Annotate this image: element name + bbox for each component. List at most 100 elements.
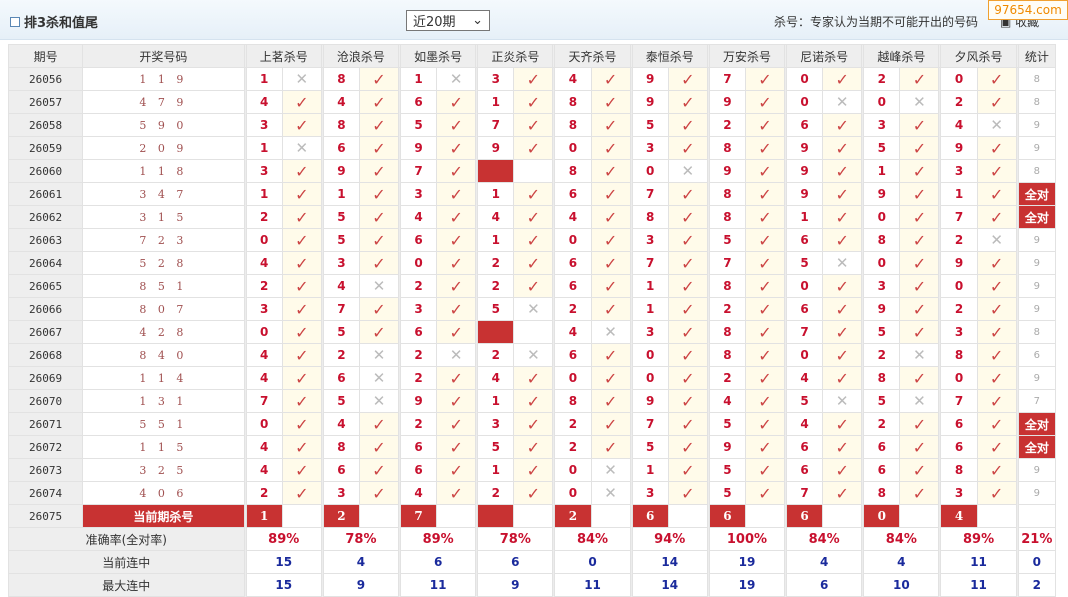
check-icon: ✓	[513, 435, 554, 459]
kill-number: 1	[245, 136, 283, 160]
kill-number: 8	[708, 320, 746, 344]
kill-number-empty	[477, 159, 515, 183]
stat-cell: 9	[1017, 481, 1057, 505]
kill-number: 4	[400, 205, 438, 229]
period-cell: 26070	[7, 389, 84, 413]
kill-number: 6	[554, 274, 592, 298]
check-icon: ✓	[358, 136, 400, 160]
check-icon: ✓	[590, 136, 631, 160]
period-cell: 26058	[7, 113, 84, 137]
check-icon: ✓	[590, 205, 631, 229]
kill-number: 4	[786, 366, 824, 390]
kill-number: 7	[400, 159, 438, 183]
kill-number: 1	[477, 90, 515, 114]
check-icon: ✓	[744, 159, 786, 183]
check-icon: ✓	[513, 412, 554, 436]
kill-number: 8	[708, 182, 746, 206]
check-icon: ✓	[281, 228, 322, 252]
kill-number: 9	[708, 90, 746, 114]
check-icon: ✓	[822, 136, 863, 160]
kill-number: 2	[400, 412, 438, 436]
stat-cell: 9	[1017, 113, 1057, 137]
table-row: 26063 7 2 3 0 ✓ 5 ✓ 6 ✓ 1 ✓ 0 ✓ 3 ✓ 5 ✓ 6 ✓ 8 ✓ 2 ✕ 9	[7, 228, 1057, 252]
check-icon: ✓	[744, 320, 786, 344]
check-icon: ✓	[667, 205, 708, 229]
kill-number: 7	[631, 251, 669, 275]
check-icon: ✓	[667, 90, 708, 114]
check-icon: ✓	[590, 343, 631, 367]
period-select[interactable]: 近20期 ⌄	[406, 10, 490, 31]
kill-number: 1	[940, 182, 978, 206]
kill-number: 8	[708, 343, 746, 367]
check-icon: ✓	[281, 389, 322, 413]
column-header-expert: 天齐杀号	[554, 44, 631, 68]
check-icon: ✓	[281, 251, 322, 275]
period-cell: 26072	[7, 435, 84, 459]
check-icon: ✓	[281, 366, 322, 390]
check-icon: ✓	[358, 159, 400, 183]
kill-number: 6	[786, 435, 824, 459]
check-icon: ✓	[358, 113, 400, 137]
check-icon: ✓	[667, 320, 708, 344]
check-icon: ✓	[822, 435, 863, 459]
check-icon: ✓	[899, 113, 940, 137]
table-row: 26061 3 4 7 1 ✓ 1 ✓ 3 ✓ 1 ✓ 6 ✓ 7 ✓ 8 ✓ 9 ✓ 9 ✓ 1 ✓ 全对	[7, 182, 1057, 206]
empty-cell	[976, 504, 1017, 528]
summary-value: 14	[631, 573, 708, 597]
empty-cell	[822, 504, 863, 528]
kill-number: 0	[400, 251, 438, 275]
summary-value: 78%	[322, 527, 400, 551]
check-icon: ✓	[744, 113, 786, 137]
check-icon: ✓	[590, 182, 631, 206]
check-icon: ✓	[513, 366, 554, 390]
kill-note: 杀号：专家认为当期不可能开出的号码	[774, 15, 979, 29]
summary-label: 当前连中	[8, 550, 245, 574]
kill-number: 8	[322, 435, 360, 459]
kill-number: 1	[477, 228, 515, 252]
check-icon: ✓	[436, 435, 477, 459]
kill-number: 6	[786, 228, 824, 252]
cross-icon: ✕	[436, 67, 477, 91]
period-select-value: 近20期	[413, 15, 456, 30]
summary-row: 准确率(全对率) 89% 78% 89% 78% 84% 94% 100% 84% 84% 89% 2…	[8, 527, 1057, 551]
column-header-expert: 泰恒杀号	[631, 44, 708, 68]
table-row: 26056 1 1 9 1 ✕ 8 ✓ 1 ✕ 3 ✓ 4 ✓ 9 ✓ 7 ✓ 0 ✓ 2 ✓ 0 ✓ 8	[7, 67, 1057, 91]
kill-number: 0	[940, 366, 978, 390]
check-icon: ✓	[899, 159, 940, 183]
kill-number: 1	[631, 274, 669, 298]
check-icon: ✓	[358, 251, 400, 275]
draw-number-cell: 1 3 1	[82, 389, 245, 413]
kill-number: 9	[940, 251, 978, 275]
kill-number: 1	[786, 205, 824, 229]
check-icon: ✓	[667, 113, 708, 137]
check-icon: ✓	[513, 481, 554, 505]
check-icon: ✓	[744, 90, 786, 114]
check-icon: ✓	[513, 182, 554, 206]
cross-icon: ✕	[899, 389, 940, 413]
summary-value: 15	[245, 550, 322, 574]
check-icon: ✓	[590, 228, 631, 252]
kill-number: 3	[245, 159, 283, 183]
stat-cell: 9	[1017, 251, 1057, 275]
table-row: 26067 4 2 8 0 ✓ 5 ✓ 6 ✓ 4 ✕ 3 ✓ 8 ✓ 7 ✓ 5 ✓ 3 ✓ 8	[7, 320, 1057, 344]
check-icon: ✓	[976, 343, 1017, 367]
kill-number: 7	[245, 389, 283, 413]
kill-number: 7	[786, 320, 824, 344]
kill-number: 1	[477, 182, 515, 206]
kill-number: 6	[940, 435, 978, 459]
kill-number: 8	[322, 113, 360, 137]
check-icon: ✓	[590, 366, 631, 390]
check-icon: ✓	[822, 366, 863, 390]
check-icon: ✓	[976, 412, 1017, 436]
kill-number: 0	[554, 228, 592, 252]
check-icon: ✓	[436, 136, 477, 160]
kill-number: 0	[863, 90, 901, 114]
check-icon: ✓	[590, 251, 631, 275]
chevron-down-icon: ⌄	[472, 13, 483, 28]
top-bar: 排3杀和值尾 近20期 ⌄ 杀号：专家认为当期不可能开出的号码 ▣ 收藏 9765…	[0, 0, 1068, 40]
kill-number: 3	[631, 228, 669, 252]
check-icon: ✓	[513, 205, 554, 229]
check-icon: ✓	[281, 412, 322, 436]
kill-number: 4	[940, 113, 978, 137]
period-cell: 26073	[7, 458, 84, 482]
